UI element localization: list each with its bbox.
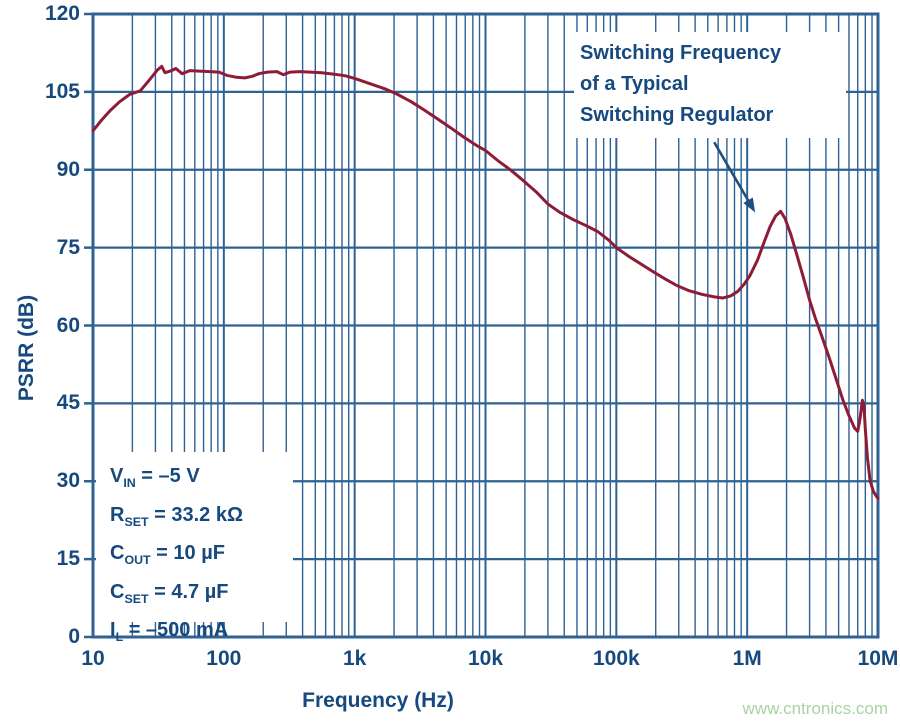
annotation-callout: Switching Frequency of a Typical Switchi… xyxy=(580,38,781,131)
annotation-line-3: Switching Regulator xyxy=(580,104,774,126)
x-tick-label: 100 xyxy=(206,647,242,670)
x-tick-label: 1M xyxy=(732,647,762,670)
x-tick-label: 10M xyxy=(857,647,899,670)
y-tick-label: 120 xyxy=(44,2,80,25)
condition-line: IL = –500 mA xyxy=(110,619,229,644)
x-tick-label: 10k xyxy=(467,647,504,670)
psrr-curve xyxy=(91,64,880,500)
y-tick-label: 30 xyxy=(56,469,80,493)
x-axis-title: Frequency (Hz) xyxy=(302,689,454,712)
y-tick-label: 15 xyxy=(56,547,80,571)
y-tick-label: 0 xyxy=(68,625,80,648)
annotation-arrow-head xyxy=(743,197,756,213)
annotation-mask xyxy=(574,32,846,138)
annotation-arrow-line xyxy=(713,141,750,201)
watermark-text: www.cntronics.com xyxy=(742,699,888,718)
y-tick-label: 90 xyxy=(56,157,80,181)
x-tick-label: 1k xyxy=(342,647,367,670)
y-tick-label: 45 xyxy=(56,391,80,415)
test-conditions-list: VIN = –5 V RSET = 33.2 kΩ COUT = 10 µF CSET… xyxy=(110,461,243,654)
conditions-mask xyxy=(96,452,293,622)
y-tick-label: 60 xyxy=(56,313,80,337)
annotation-line-1: Switching Frequency xyxy=(580,42,782,64)
condition-line: VIN = –5 V xyxy=(110,465,200,490)
condition-line: CSET = 4.7 µF xyxy=(110,580,229,606)
condition-line: COUT = 10 µF xyxy=(110,542,225,567)
condition-line: RSET = 33.2 kΩ xyxy=(110,503,243,529)
annotation-line-2: of a Typical xyxy=(580,73,689,95)
x-tick-label: 10 xyxy=(81,647,105,670)
y-tick-label: 75 xyxy=(56,235,80,259)
x-tick-label: 100k xyxy=(592,647,640,670)
y-tick-label: 105 xyxy=(44,79,80,103)
